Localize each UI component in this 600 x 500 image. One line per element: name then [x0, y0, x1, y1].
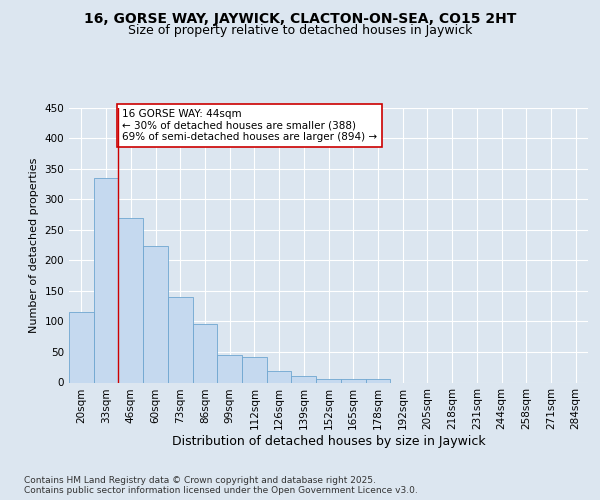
Bar — [118, 218, 143, 382]
Text: 16 GORSE WAY: 44sqm
← 30% of detached houses are smaller (388)
69% of semi-detac: 16 GORSE WAY: 44sqm ← 30% of detached ho… — [122, 108, 377, 142]
Bar — [217, 355, 242, 382]
Bar — [365, 379, 390, 382]
Bar — [193, 324, 217, 382]
Bar — [292, 376, 316, 382]
Y-axis label: Number of detached properties: Number of detached properties — [29, 158, 39, 332]
Text: Size of property relative to detached houses in Jaywick: Size of property relative to detached ho… — [128, 24, 472, 37]
Bar — [316, 379, 341, 382]
Bar — [168, 297, 193, 382]
Bar — [341, 380, 365, 382]
Bar — [143, 246, 168, 382]
Bar — [267, 371, 292, 382]
Text: Contains HM Land Registry data © Crown copyright and database right 2025.
Contai: Contains HM Land Registry data © Crown c… — [24, 476, 418, 495]
Bar — [94, 178, 118, 382]
Text: 16, GORSE WAY, JAYWICK, CLACTON-ON-SEA, CO15 2HT: 16, GORSE WAY, JAYWICK, CLACTON-ON-SEA, … — [84, 12, 516, 26]
Bar — [69, 312, 94, 382]
Bar — [242, 358, 267, 382]
X-axis label: Distribution of detached houses by size in Jaywick: Distribution of detached houses by size … — [172, 435, 485, 448]
